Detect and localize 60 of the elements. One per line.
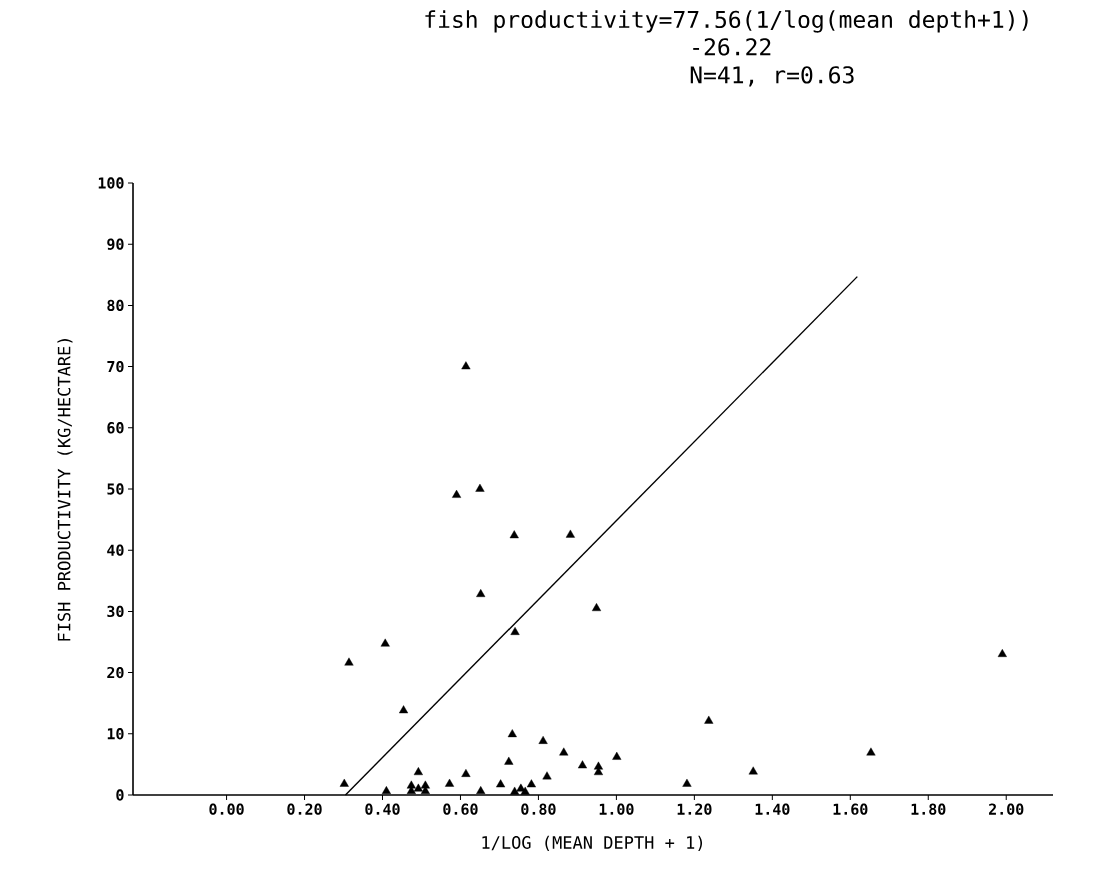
y-tick-label: 80 — [107, 299, 124, 312]
point — [542, 771, 552, 780]
point — [509, 530, 519, 539]
point — [997, 649, 1007, 657]
x-tick-label: 0.20 — [287, 803, 322, 815]
point — [591, 603, 602, 612]
point — [612, 751, 622, 760]
y-tick-label: 100 — [98, 177, 124, 189]
point — [461, 361, 471, 370]
y-tick-label: 70 — [107, 360, 124, 373]
x-tick-label: 0.60 — [443, 803, 478, 815]
point — [704, 715, 714, 724]
point — [399, 705, 409, 714]
point — [381, 786, 391, 795]
x-tick-label: 1.00 — [599, 803, 634, 815]
x-axis-title: 1/LOG (MEAN DEPTH + 1) — [482, 835, 703, 851]
point — [496, 779, 506, 788]
point — [565, 529, 575, 538]
x-tick-label: 1.40 — [755, 803, 790, 815]
y-tick-label: 40 — [107, 544, 124, 556]
y-tick-label: 20 — [107, 666, 124, 679]
point — [510, 626, 520, 635]
point — [445, 778, 455, 787]
point — [452, 489, 462, 498]
point — [380, 638, 390, 647]
point — [344, 657, 354, 666]
point — [413, 767, 423, 776]
point — [476, 589, 486, 597]
text: N=41, r=0.63 — [690, 66, 854, 87]
y-tick-label: 10 — [107, 728, 124, 740]
point — [507, 729, 517, 738]
y-tick-label: 50 — [107, 483, 124, 495]
text: fish productivity=77.56(1/log(mean depth+1)) — [425, 10, 1028, 33]
point — [748, 766, 758, 775]
point — [461, 768, 471, 777]
y-tick-label: 90 — [107, 238, 124, 250]
point — [510, 786, 520, 795]
y-axis-title: FISH PRODUCTIVITY (KG/HECTARE) — [57, 339, 73, 641]
point — [559, 747, 569, 756]
point — [866, 747, 876, 756]
point — [475, 483, 485, 492]
point — [577, 760, 588, 769]
point — [526, 779, 536, 788]
point — [476, 786, 486, 795]
text: -26.22 — [693, 38, 771, 56]
point — [538, 735, 548, 744]
x-tick-label: 1.80 — [911, 803, 946, 815]
y-tick-label: 60 — [107, 422, 124, 434]
x-tick-label: 2.00 — [989, 803, 1024, 815]
y-tick-label: 30 — [107, 605, 124, 618]
point — [413, 783, 423, 792]
x-tick-label: 1.20 — [677, 803, 712, 815]
y-tick-label: 0 — [116, 789, 124, 801]
x-tick-label: 1.60 — [833, 803, 868, 815]
point — [682, 778, 692, 787]
x-tick-label: 0.00 — [209, 803, 244, 815]
x-tick-label: 0.80 — [521, 803, 556, 815]
x-tick-label: 0.40 — [365, 803, 400, 815]
point — [504, 756, 514, 765]
point — [339, 778, 349, 787]
